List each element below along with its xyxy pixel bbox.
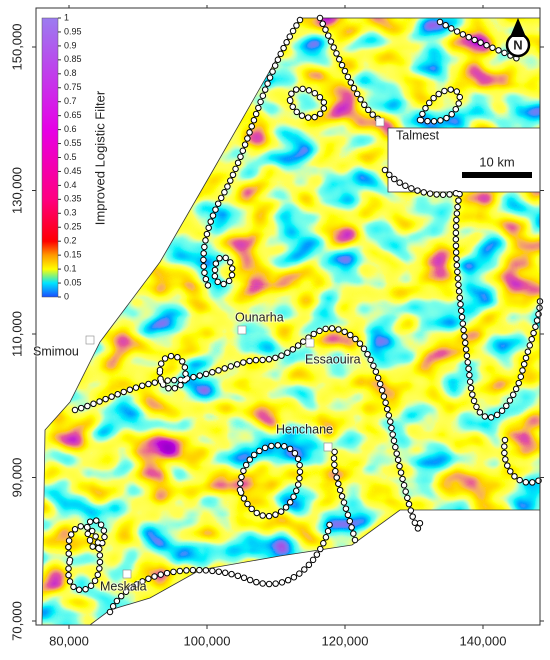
colorbar-tick-label: 0.9 [64,40,77,50]
colorbar-tick-label: 0.1 [64,263,77,273]
place-label: Ounarha [235,310,284,324]
colorbar-tick-label: 1 [64,12,69,22]
x-tick-label: 100,000 [184,633,231,648]
colorbar-tick-label: 0.2 [64,236,77,246]
place-label: Essaouira [305,352,361,366]
colorbar-tick-label: 0.5 [64,152,77,162]
colorbar-tick-label: 0.25 [64,222,82,232]
scale-bar [462,172,532,178]
y-tick-label: 130,000 [9,167,24,214]
place-marker [323,442,333,452]
colorbar-tick-label: 0.6 [64,124,77,134]
colorbar-tick-label: 0 [64,291,69,301]
y-tick-label: 70,000 [9,601,24,641]
colorbar-tick-label: 0.45 [64,166,82,176]
colorbar-tick-label: 0.3 [64,208,77,218]
colorbar-tick-label: 0.7 [64,96,77,106]
north-arrow: N [505,18,531,58]
north-label: N [513,37,522,52]
y-tick-label: 150,000 [9,24,24,71]
colorbar-tick-label: 0.4 [64,180,77,190]
y-tick-label: 90,000 [9,458,24,498]
lineaments [65,14,544,616]
colorbar-title: Improved Logistic Filter [92,90,107,225]
colorbar-tick-label: 0.85 [64,54,82,64]
place-marker [85,335,95,345]
place-label: Henchane [276,422,333,436]
place-label: Smimou [33,344,79,358]
x-tick-label: 120,000 [322,633,369,648]
place-marker [237,325,247,335]
scale-label: 10 km [479,154,514,169]
x-tick-label: 80,000 [49,633,89,648]
colorbar-tick-label: 0.15 [64,250,82,260]
colorbar-tick-label: 0.8 [64,68,77,78]
x-tick-label: 140,000 [460,633,507,648]
colorbar-tick-label: 0.35 [64,194,82,204]
colorbar [41,17,59,298]
map-frame [35,7,541,626]
place-marker [305,338,315,348]
land-outline [41,17,541,626]
colorbar-tick-label: 0.55 [64,138,82,148]
colorbar-tick-label: 0.75 [64,82,82,92]
y-tick-label: 110,000 [9,311,24,357]
colorbar-tick-label: 0.05 [64,277,82,287]
place-marker [122,569,132,579]
place-marker [375,117,385,127]
colorbar-tick-label: 0.95 [64,26,82,36]
colorbar-tick-label: 0.65 [64,110,82,120]
place-label: Meskala [100,579,147,593]
place-label: Talmest [396,128,440,142]
